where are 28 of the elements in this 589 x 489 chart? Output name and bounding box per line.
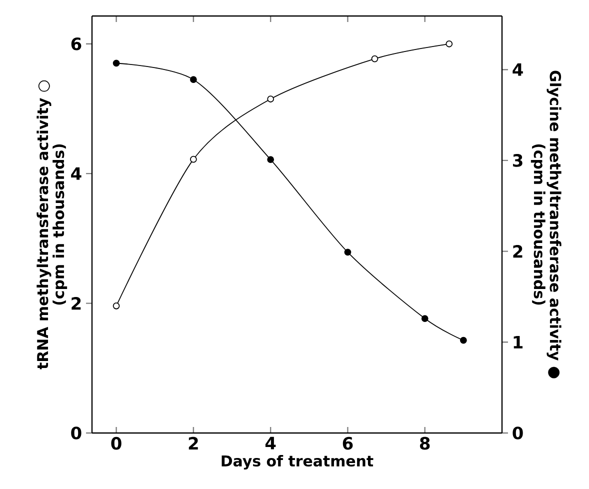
y2-axis-title: Glycine methyltransferase activity ● (cpm in thousands) (530, 70, 562, 378)
x-tick-label: 6 (342, 436, 353, 450)
y-tick-label: 0 (71, 426, 82, 440)
point (371, 55, 378, 62)
y2-tick-label: 1 (514, 336, 523, 348)
point (446, 40, 453, 48)
y-tick-label: 6 (71, 37, 82, 50)
point (460, 336, 467, 344)
y2-tick-label: 2 (513, 245, 522, 258)
x-tick-label: 8 (420, 436, 430, 450)
x-tick-label: 2 (188, 436, 198, 450)
y2-tick-label: 3 (513, 154, 522, 167)
x-axis-title: Days of treatment (222, 454, 374, 470)
point (267, 156, 274, 163)
y-axis-title: tRNA methyltransferase activity ○ (cpm in thousands) (36, 80, 68, 370)
point (190, 156, 197, 163)
point (267, 96, 274, 102)
point (112, 60, 120, 67)
point (421, 315, 428, 322)
y2-tick-label: 0 (512, 426, 523, 440)
y-tick-label: 2 (72, 297, 81, 310)
point (112, 302, 120, 310)
x-tick-label: 4 (265, 436, 276, 450)
point (344, 248, 352, 256)
y-tick-label: 4 (71, 167, 82, 180)
y2-tick-label: 4 (512, 63, 523, 76)
x-tick-label: 0 (111, 436, 122, 450)
point (190, 76, 197, 84)
